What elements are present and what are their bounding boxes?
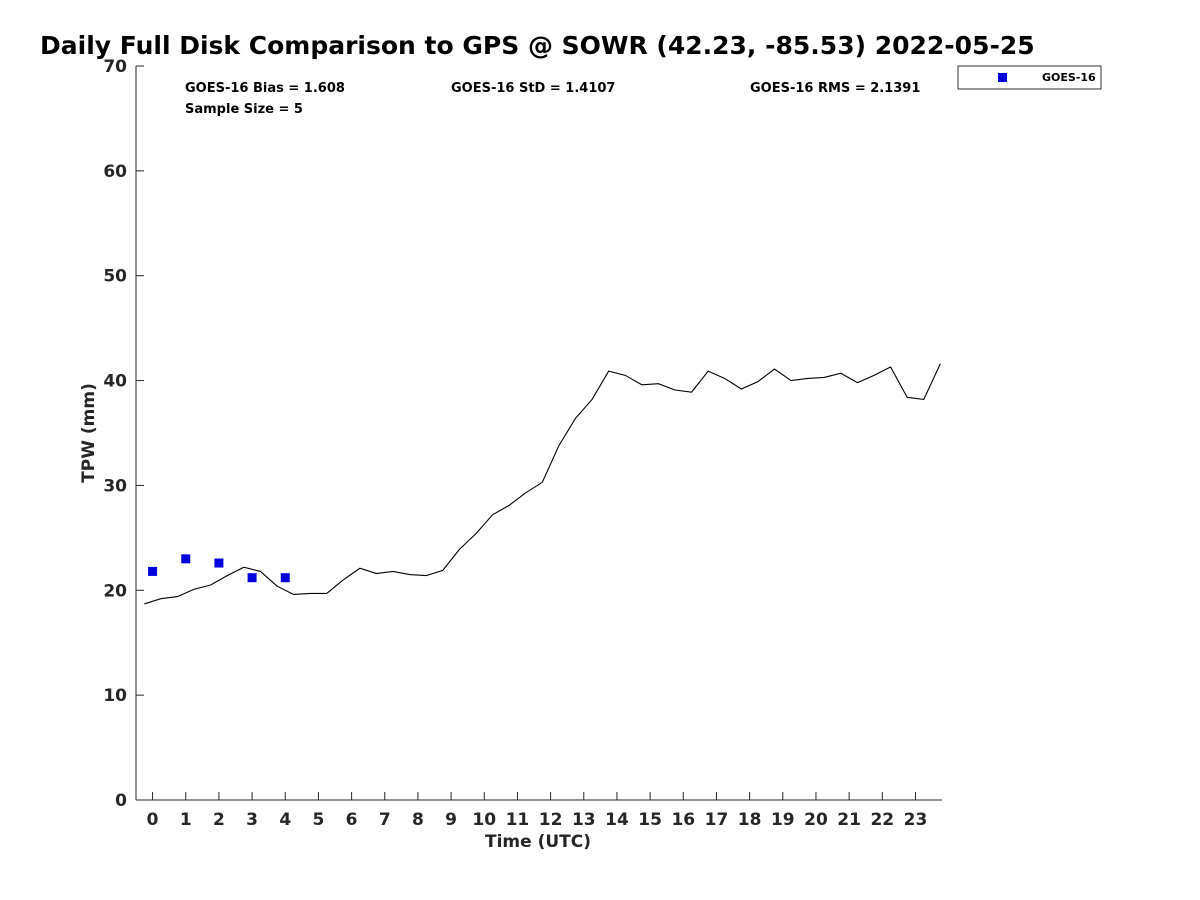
x-tick-label: 15 <box>638 810 662 830</box>
legend-marker <box>998 73 1007 82</box>
point-layer <box>148 554 290 583</box>
x-tick-label: 14 <box>605 810 629 830</box>
goes16-point <box>247 573 257 583</box>
x-tick-label: 19 <box>771 810 795 830</box>
x-tick-label: 7 <box>379 810 391 830</box>
y-tick-label: 50 <box>103 267 127 287</box>
y-axis-label: TPW (mm) <box>79 383 99 483</box>
x-tick-label: 10 <box>472 810 496 830</box>
goes16-point <box>280 573 290 583</box>
x-tick-label: 22 <box>870 810 894 830</box>
line-layer <box>144 363 941 605</box>
y-tick-label: 20 <box>103 581 127 601</box>
rms-stat: GOES-16 RMS = 2.1391 <box>750 81 920 96</box>
x-tick-label: 5 <box>313 810 325 830</box>
goes16-point <box>181 554 191 564</box>
goes16-point <box>148 566 158 576</box>
x-tick-label: 18 <box>738 810 762 830</box>
x-tick-label: 8 <box>412 810 424 830</box>
chart-title: Daily Full Disk Comparison to GPS @ SOWR… <box>40 31 1035 60</box>
x-tick-label: 2 <box>213 810 225 830</box>
y-tick-label: 70 <box>103 57 127 77</box>
x-tick-label: 3 <box>246 810 258 830</box>
std-stat: GOES-16 StD = 1.4107 <box>451 81 615 96</box>
bias-stat: GOES-16 Bias = 1.608 <box>185 81 345 96</box>
y-tick-label: 60 <box>103 162 127 182</box>
x-tick-label: 21 <box>837 810 861 830</box>
y-tick-label: 0 <box>115 791 127 811</box>
y-tick-label: 40 <box>103 372 127 392</box>
x-tick-label: 6 <box>346 810 358 830</box>
sample-size-stat: Sample Size = 5 <box>185 102 303 117</box>
x-tick-label: 20 <box>804 810 828 830</box>
x-tick-label: 9 <box>445 810 457 830</box>
y-tick-label: 30 <box>103 476 127 496</box>
legend-label: GOES-16 <box>1042 71 1096 84</box>
x-tick-label: 11 <box>506 810 530 830</box>
legend-box <box>957 65 1102 90</box>
x-tick-label: 1 <box>180 810 192 830</box>
gps-tpw-line <box>144 363 941 605</box>
y-tick-label: 10 <box>103 686 127 706</box>
x-tick-label: 17 <box>705 810 729 830</box>
x-tick-label: 0 <box>147 810 159 830</box>
x-tick-label: 13 <box>572 810 596 830</box>
x-tick-label: 4 <box>279 810 291 830</box>
goes16-point <box>214 558 224 568</box>
x-tick-label: 16 <box>671 810 695 830</box>
legend: GOES-16 <box>957 65 1102 90</box>
x-axis-label: Time (UTC) <box>485 832 591 852</box>
x-tick-label: 12 <box>539 810 563 830</box>
x-tick-label: 23 <box>904 810 928 830</box>
